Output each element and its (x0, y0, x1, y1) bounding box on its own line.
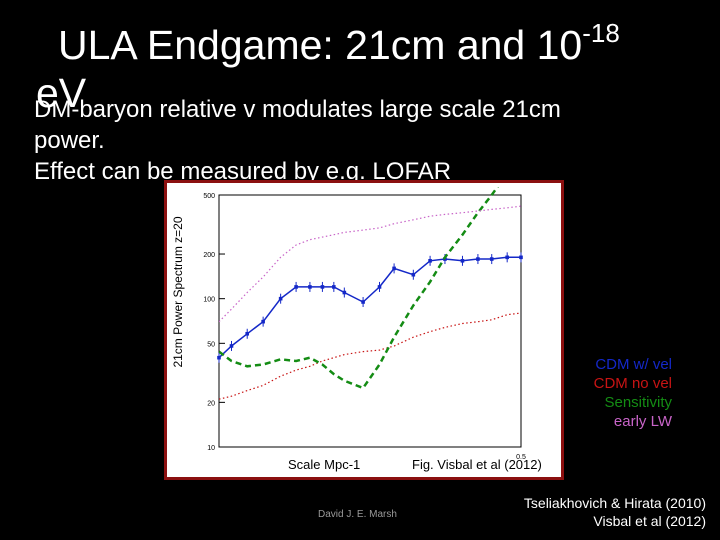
series-line-3 (219, 205, 522, 323)
slide-title: ULA Endgame: 21cm and 10-18 (58, 18, 620, 69)
reference-2: Visbal et al (2012) (593, 513, 706, 529)
power-spectrum-chart: 10 20 50 100 200 500 0.5 (203, 187, 526, 461)
body-line-1: DM-baryon relative v modulates large sca… (34, 96, 561, 123)
legend: CDM w/ vel CDM no vel Sensitivity early … (594, 355, 672, 431)
title-line-2: eV (36, 70, 87, 116)
y-tick-label: 10 (207, 445, 215, 452)
reference-1: Tseliakhovich & Hirata (2010) (523, 495, 706, 511)
legend-item-early-lw: early LW (613, 413, 672, 430)
x-tick-label: 0.5 (516, 454, 526, 461)
x-axis-label: Scale Mpc-1 (288, 457, 361, 472)
y-tick-label: 50 (207, 341, 215, 348)
title-exponent: -18 (582, 18, 620, 48)
legend-item-sensitivity: Sensitivity (604, 394, 672, 411)
legend-item-cdm-vel: CDM w/ vel (595, 356, 672, 373)
series-line-1 (219, 312, 522, 400)
legend-item-cdm-novel: CDM no vel (593, 375, 672, 392)
figure-frame: 10 20 50 100 200 500 0.5 (164, 180, 564, 480)
references: Tseliakhovich & Hirata (2010) Visbal et … (524, 494, 706, 530)
y-tick-label: 100 (203, 297, 215, 304)
footer-author: David J. E. Marsh (318, 509, 397, 520)
title-main: ULA Endgame: 21cm and 10 (58, 22, 583, 68)
figure-caption: Fig. Visbal et al (2012) (412, 457, 542, 472)
y-tick-label: 20 (207, 400, 215, 407)
y-tick-label: 200 (203, 252, 215, 259)
series-line-0 (219, 256, 521, 359)
y-axis-label: 21cm Power Spectrum z=20 (171, 216, 185, 368)
body-line-2: power. (34, 127, 105, 154)
series-line-2 (219, 187, 499, 390)
y-tick-label: 500 (203, 193, 215, 200)
